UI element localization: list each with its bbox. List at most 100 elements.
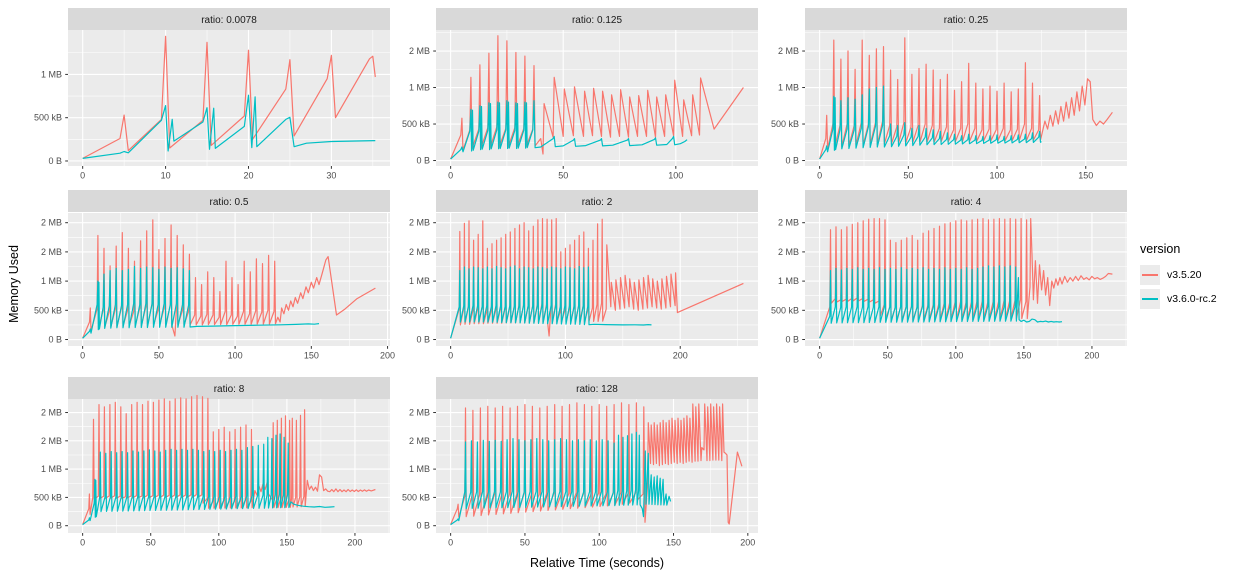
facet-strip-label: ratio: 0.0078 [201,15,257,26]
x-tick-label: 100 [592,538,607,548]
facet-strip-label: ratio: 4 [951,197,982,208]
x-tick-label: 50 [146,538,156,548]
facet-panel: ratio: 8 0 50 100 150 200 0 B 500 kB 1 MB 2 MB 2 M… [34,377,390,548]
series-line-v3.6.0-rc.2 [450,431,672,526]
facet-strip [805,8,1127,30]
series-line-v3.5.20 [819,218,1113,339]
y-tick-label: 2 MB [41,408,62,418]
y-tick-label: 2 MB [409,436,430,446]
series-line-v3.5.20 [450,402,743,525]
facet-panel: ratio: 2 0 100 200 0 B 500 kB 1 MB 2 MB 2 MB [402,190,758,361]
x-tick-label: 150 [304,351,319,361]
facet-panel: ratio: 0.125 0 50 100 0 B 500 kB 1 MB 2 MB [402,8,758,181]
y-tick-label: 2 MB [41,436,62,446]
facet-strip-label: ratio: 0.125 [572,15,622,26]
y-tick-label: 1 MB [409,276,430,286]
series-line-v3.6.0-rc.2 [819,85,1042,160]
x-tick-label: 100 [948,351,963,361]
x-tick-label: 20 [243,171,253,181]
facet-panel: ratio: 0.0078 0 10 20 30 0 B 500 kB 1 MB [34,8,390,181]
panel-background [68,30,390,166]
legend-entry-label: v3.6.0-rc.2 [1167,293,1217,305]
x-tick-label: 0 [80,538,85,548]
y-tick-label: 1 MB [409,464,430,474]
y-tick-label: 2 MB [409,218,430,228]
facet-strip [436,190,758,212]
facet-strip [68,8,390,30]
legend-title: version [1140,242,1181,256]
facet-strip [436,377,758,399]
y-tick-label: 500 kB [34,305,62,315]
legend-entry-v3.6.0-rc.2: v3.6.0-rc.2 [1140,289,1217,309]
x-tick-label: 50 [154,351,164,361]
y-tick-label: 500 kB [402,492,430,502]
legend: version v3.5.20 v3.6.0-rc.2 [1140,242,1217,313]
y-tick-label: 2 MB [409,247,430,257]
facet-panel: ratio: 4 0 50 100 150 200 0 B 500 kB 1 MB 2 MB 2 M… [771,190,1127,361]
series-line-v3.6.0-rc.2 [82,265,320,339]
x-tick-label: 150 [279,538,294,548]
y-tick-label: 0 B [416,521,430,531]
facet-strip [68,190,390,212]
y-tick-label: 1 MB [778,276,799,286]
series-line-v3.5.20 [450,35,744,160]
facet-strip [68,377,390,399]
facet-panel: ratio: 128 0 50 100 150 200 0 B 500 kB 1 MB 2 MB 2… [402,377,758,548]
y-tick-label: 2 MB [778,218,799,228]
y-tick-label: 1 MB [409,83,430,93]
series-line-v3.5.20 [82,219,376,339]
y-tick-label: 500 kB [34,113,62,123]
x-tick-label: 50 [520,538,530,548]
series-line-v3.6.0-rc.2 [450,100,688,160]
x-tick-label: 200 [1084,351,1099,361]
facet-strip [436,8,758,30]
y-tick-label: 500 kB [402,305,430,315]
y-tick-label: 0 B [785,335,799,345]
x-tick-label: 0 [448,351,453,361]
y-tick-label: 0 B [48,521,62,531]
legend-entry-v3.5.20: v3.5.20 [1140,265,1217,285]
panel-background [805,30,1127,166]
y-tick-label: 0 B [48,156,62,166]
facet-panel: ratio: 0.5 0 50 100 150 200 0 B 500 kB 1 MB 2 MB 2… [34,190,395,361]
x-tick-label: 30 [326,171,336,181]
facet-strip-label: ratio: 128 [576,384,618,395]
x-tick-label: 100 [668,171,683,181]
series-line-v3.6.0-rc.2 [82,433,335,526]
x-tick-label: 100 [558,351,573,361]
y-tick-label: 1 MB [778,83,799,93]
facet-strip-label: ratio: 8 [214,384,245,395]
x-tick-label: 0 [817,351,822,361]
y-tick-label: 500 kB [34,492,62,502]
x-tick-label: 100 [228,351,243,361]
y-tick-label: 1 MB [41,69,62,79]
y-tick-label: 2 MB [41,218,62,228]
y-tick-label: 2 MB [778,247,799,257]
facet-panel: ratio: 0.25 0 50 100 150 0 B 500 kB 1 MB 2 MB [771,8,1127,181]
series-line-v3.6.0-rc.2 [819,265,1063,339]
facet-strip-label: ratio: 0.25 [944,15,989,26]
x-tick-label: 0 [80,351,85,361]
y-tick-label: 0 B [416,335,430,345]
y-tick-label: 0 B [48,335,62,345]
facet-strip-label: ratio: 0.5 [210,197,249,208]
legend-key-line-icon [1140,289,1160,309]
y-tick-label: 0 B [785,156,799,166]
y-tick-label: 500 kB [402,119,430,129]
panel-background [436,30,758,166]
series-line-v3.6.0-rc.2 [82,94,376,159]
facet-strip [805,190,1127,212]
x-tick-label: 0 [817,171,822,181]
y-tick-label: 1 MB [41,464,62,474]
x-tick-label: 200 [380,351,395,361]
x-tick-label: 100 [990,171,1005,181]
legend-key-line-icon [1140,265,1160,285]
x-axis-title: Relative Time (seconds) [529,556,665,570]
x-tick-label: 150 [1078,171,1093,181]
series-line-v3.5.20 [82,35,376,159]
x-tick-label: 0 [448,171,453,181]
x-tick-label: 200 [347,538,362,548]
y-tick-label: 2 MB [41,247,62,257]
series-line-v3.5.20 [450,218,744,339]
